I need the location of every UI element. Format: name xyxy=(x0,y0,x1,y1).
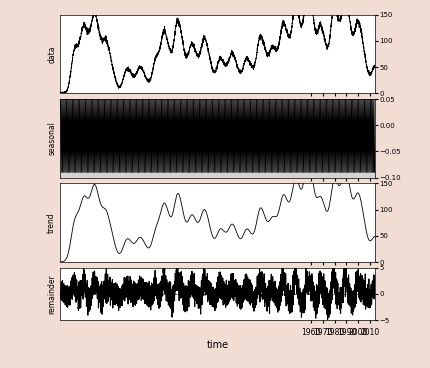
Y-axis label: trend: trend xyxy=(47,212,56,233)
Y-axis label: data: data xyxy=(47,45,56,63)
Y-axis label: remainder: remainder xyxy=(47,274,56,314)
Y-axis label: seasonal: seasonal xyxy=(47,121,56,155)
X-axis label: time: time xyxy=(206,340,228,350)
